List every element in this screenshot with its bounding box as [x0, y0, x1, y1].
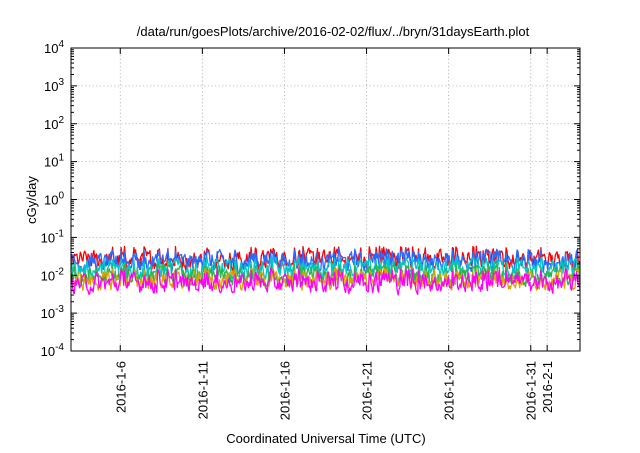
x-tick-label: 2016-1-11: [195, 361, 210, 419]
series-line: [70, 267, 581, 296]
y-tick-label: 102: [44, 115, 64, 132]
x-tick-label: 2016-1-26: [442, 361, 457, 420]
y-tick-label: 10-3: [41, 304, 65, 321]
y-axis-label: cGy/day: [24, 176, 39, 224]
grid: [71, 48, 580, 351]
y-tick-label: 103: [44, 77, 64, 94]
y-tick-label: 10-4: [41, 342, 65, 359]
x-tick-label: 2016-1-6: [113, 361, 128, 413]
y-axis: 10-4 10-3 10-2 10-1 100 101 102 103 104: [41, 39, 580, 359]
y-tick-label: 10-2: [41, 266, 65, 283]
series-layer: [70, 245, 581, 296]
chart-title: /data/run/goesPlots/archive/2016-02-02/f…: [137, 24, 530, 39]
y-tick-label: 10-1: [41, 228, 65, 245]
series-line: [70, 248, 581, 274]
x-tick-label: 2016-2-1: [540, 361, 555, 413]
x-tick-label: 2016-1-21: [360, 361, 375, 420]
y-tick-label: 104: [44, 39, 64, 56]
x-axis: 2016-1-6 2016-1-11 2016-1-16 2016-1-21 2016-…: [113, 48, 555, 420]
x-tick-label: 2016-1-16: [277, 361, 292, 420]
x-axis-label: Coordinated Universal Time (UTC): [226, 431, 425, 446]
x-tick-label: 2016-1-31: [524, 361, 539, 420]
y-tick-label: 101: [44, 153, 64, 170]
y-tick-label: 100: [44, 191, 64, 208]
